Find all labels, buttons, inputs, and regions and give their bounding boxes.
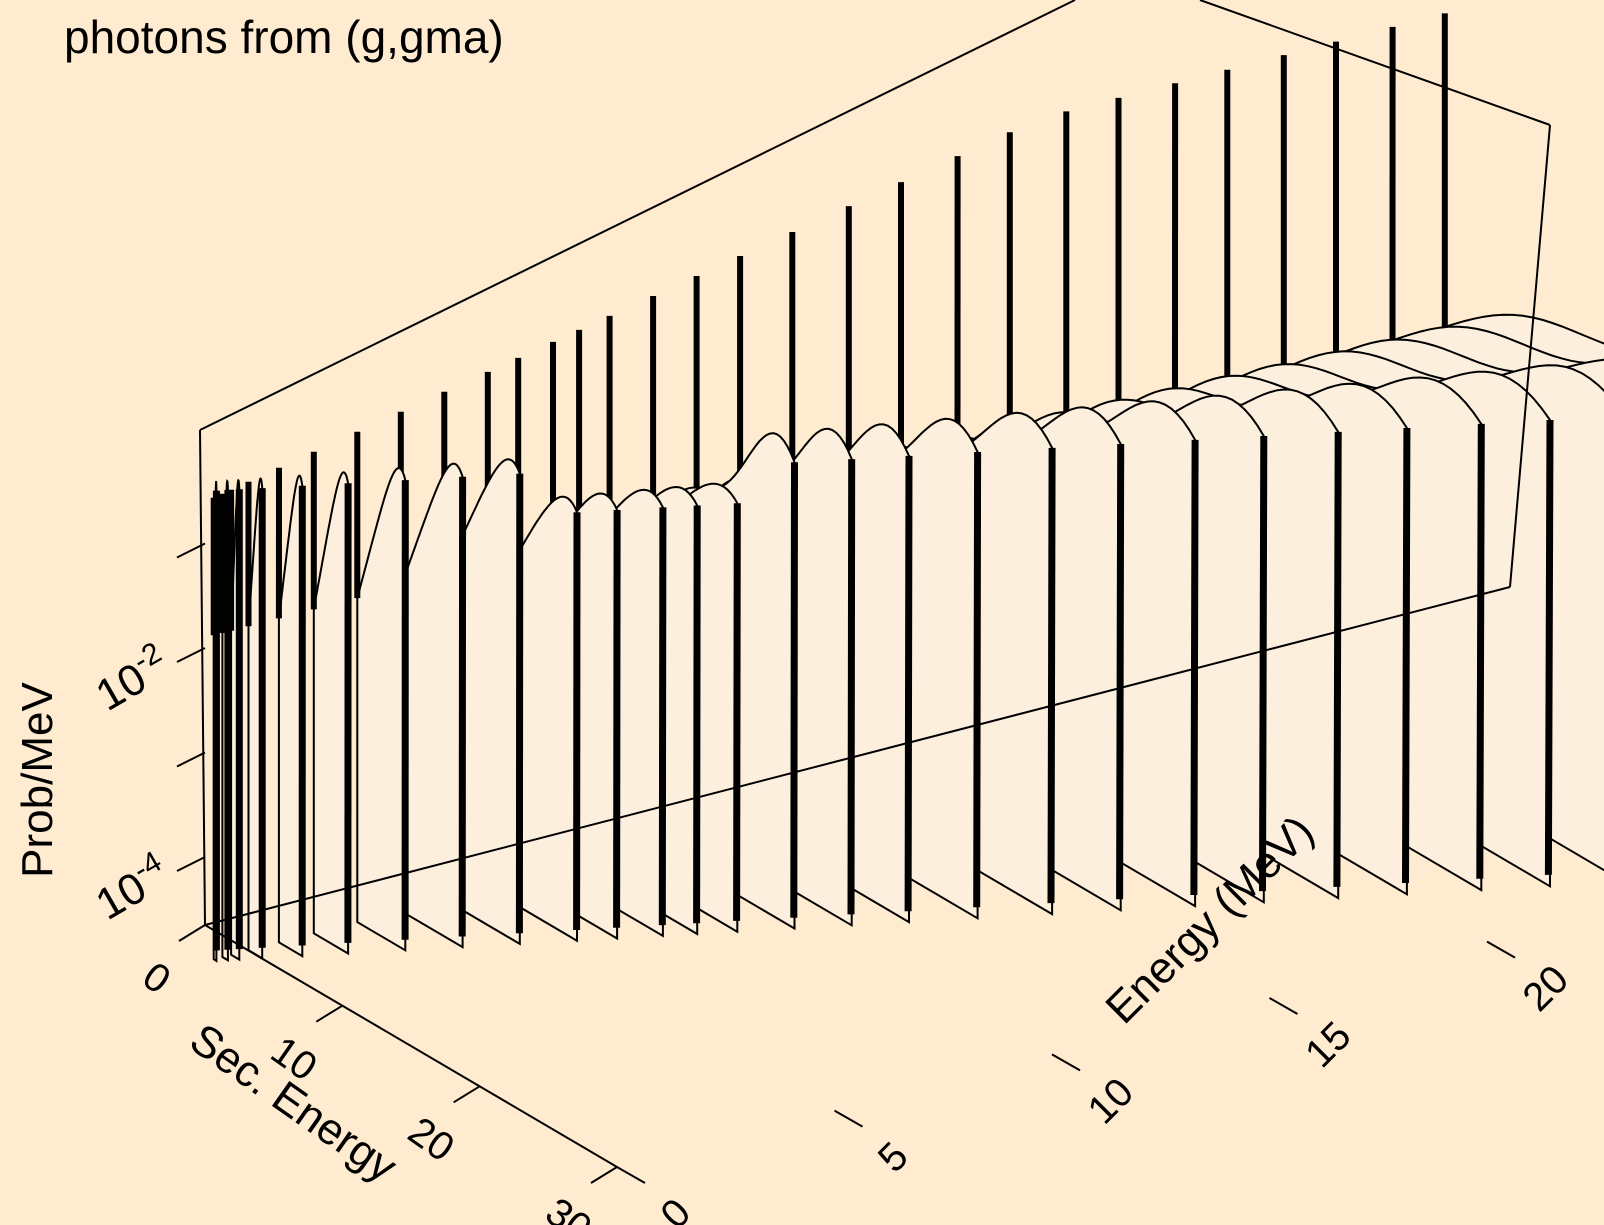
spectrum-curtain-7 <box>399 462 464 949</box>
back-right-top-edge <box>1199 0 1551 126</box>
z-tick-mark <box>176 751 206 768</box>
back-top-edge <box>199 0 1076 431</box>
discrete-line-22 <box>1333 431 1342 887</box>
y-tick-label: 30 <box>538 1190 600 1225</box>
x-tick-mark <box>616 1166 646 1184</box>
z-axis-line <box>199 429 206 926</box>
y-tick-label: 0 <box>135 954 178 1003</box>
discrete-line-24 <box>1476 423 1485 879</box>
discrete-line-14 <box>790 462 798 918</box>
x-tick-label: 0 <box>652 1190 699 1225</box>
discrete-line-19 <box>1116 443 1125 900</box>
z-tick-mark <box>176 647 206 663</box>
y-tick-mark <box>178 924 206 942</box>
z-tick-label: 10-4 <box>85 845 178 930</box>
y-tick-mark <box>315 1004 343 1023</box>
discrete-line-15 <box>847 459 856 915</box>
y-tick-mark <box>453 1085 481 1104</box>
discrete-line-17 <box>973 451 982 908</box>
discrete-line-16 <box>904 455 913 912</box>
y-tick-mark <box>590 1166 618 1184</box>
chart-title: photons from (g,gma) <box>64 11 504 63</box>
discrete-line-13 <box>733 503 741 921</box>
z-tick-mark <box>176 856 206 872</box>
back-right-edge <box>1509 124 1551 588</box>
spectrum-curtain-4 <box>277 474 304 958</box>
y-axis-line <box>204 924 618 1168</box>
discrete-line-18 <box>1047 447 1056 904</box>
x-axis-line <box>204 586 1511 926</box>
x-tick-label: 10 <box>1080 1070 1143 1133</box>
spectrum-curtain-6 <box>356 467 407 953</box>
discrete-line-25 <box>1544 419 1554 875</box>
x-tick-mark <box>834 1109 863 1128</box>
x-tick-label: 20 <box>1515 957 1578 1020</box>
x-tick-mark <box>1051 1053 1081 1072</box>
x-tick-mark <box>1269 997 1298 1015</box>
discrete-line-12 <box>693 505 701 924</box>
discrete-line-10 <box>613 509 621 928</box>
discrete-line-11 <box>658 507 667 926</box>
z-tick-label: 10-2 <box>85 636 178 721</box>
discrete-line-21 <box>1259 435 1268 892</box>
x-tick-label: 5 <box>870 1134 917 1181</box>
discrete-line-20 <box>1190 439 1199 896</box>
spectrum-curtain-5 <box>312 471 350 956</box>
x-tick-label: 15 <box>1297 1014 1360 1077</box>
z-axis-label: Prob/MeV <box>13 682 62 878</box>
z-tick-mark <box>176 542 206 559</box>
spectra-curtains <box>210 13 1604 963</box>
discrete-line-23 <box>1402 427 1411 884</box>
x-tick-mark <box>1486 940 1516 959</box>
y-tick-label: 20 <box>400 1109 462 1171</box>
